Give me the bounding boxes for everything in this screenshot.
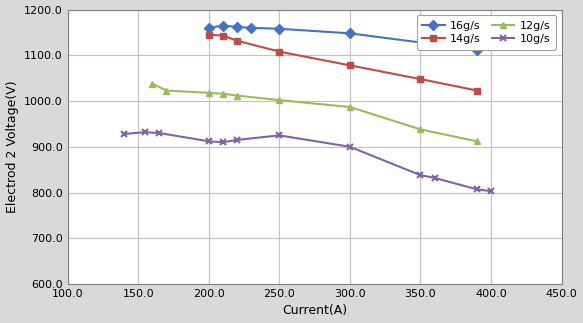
10g/s [473,187,480,191]
14g/s [219,34,226,37]
10g/s [346,145,353,149]
14g/s [234,39,241,43]
10g/s [487,189,494,193]
16g/s [234,25,241,29]
Line: 12g/s: 12g/s [149,80,480,145]
16g/s [276,27,283,31]
12g/s [163,89,170,92]
10g/s [142,130,149,134]
14g/s [346,63,353,67]
10g/s [276,133,283,137]
12g/s [346,105,353,109]
14g/s [205,33,212,36]
16g/s [205,26,212,30]
10g/s [219,140,226,144]
Legend: 16g/s, 14g/s, 12g/s, 10g/s: 16g/s, 14g/s, 12g/s, 10g/s [417,15,556,49]
14g/s [473,89,480,92]
16g/s [219,24,226,27]
12g/s [149,82,156,86]
12g/s [205,91,212,95]
12g/s [276,98,283,102]
12g/s [234,94,241,98]
Line: 14g/s: 14g/s [205,31,480,94]
10g/s [121,132,128,136]
12g/s [473,139,480,143]
16g/s [346,31,353,35]
14g/s [276,50,283,54]
10g/s [417,173,424,177]
10g/s [431,176,438,180]
16g/s [248,26,255,30]
10g/s [156,131,163,135]
12g/s [417,128,424,131]
16g/s [473,48,480,52]
Line: 16g/s: 16g/s [205,22,480,53]
Y-axis label: Electrod 2 Voltage(V): Electrod 2 Voltage(V) [6,80,19,213]
10g/s [205,139,212,143]
10g/s [234,138,241,142]
Line: 10g/s: 10g/s [121,129,494,195]
12g/s [219,92,226,96]
X-axis label: Current(A): Current(A) [282,305,347,318]
14g/s [417,77,424,81]
